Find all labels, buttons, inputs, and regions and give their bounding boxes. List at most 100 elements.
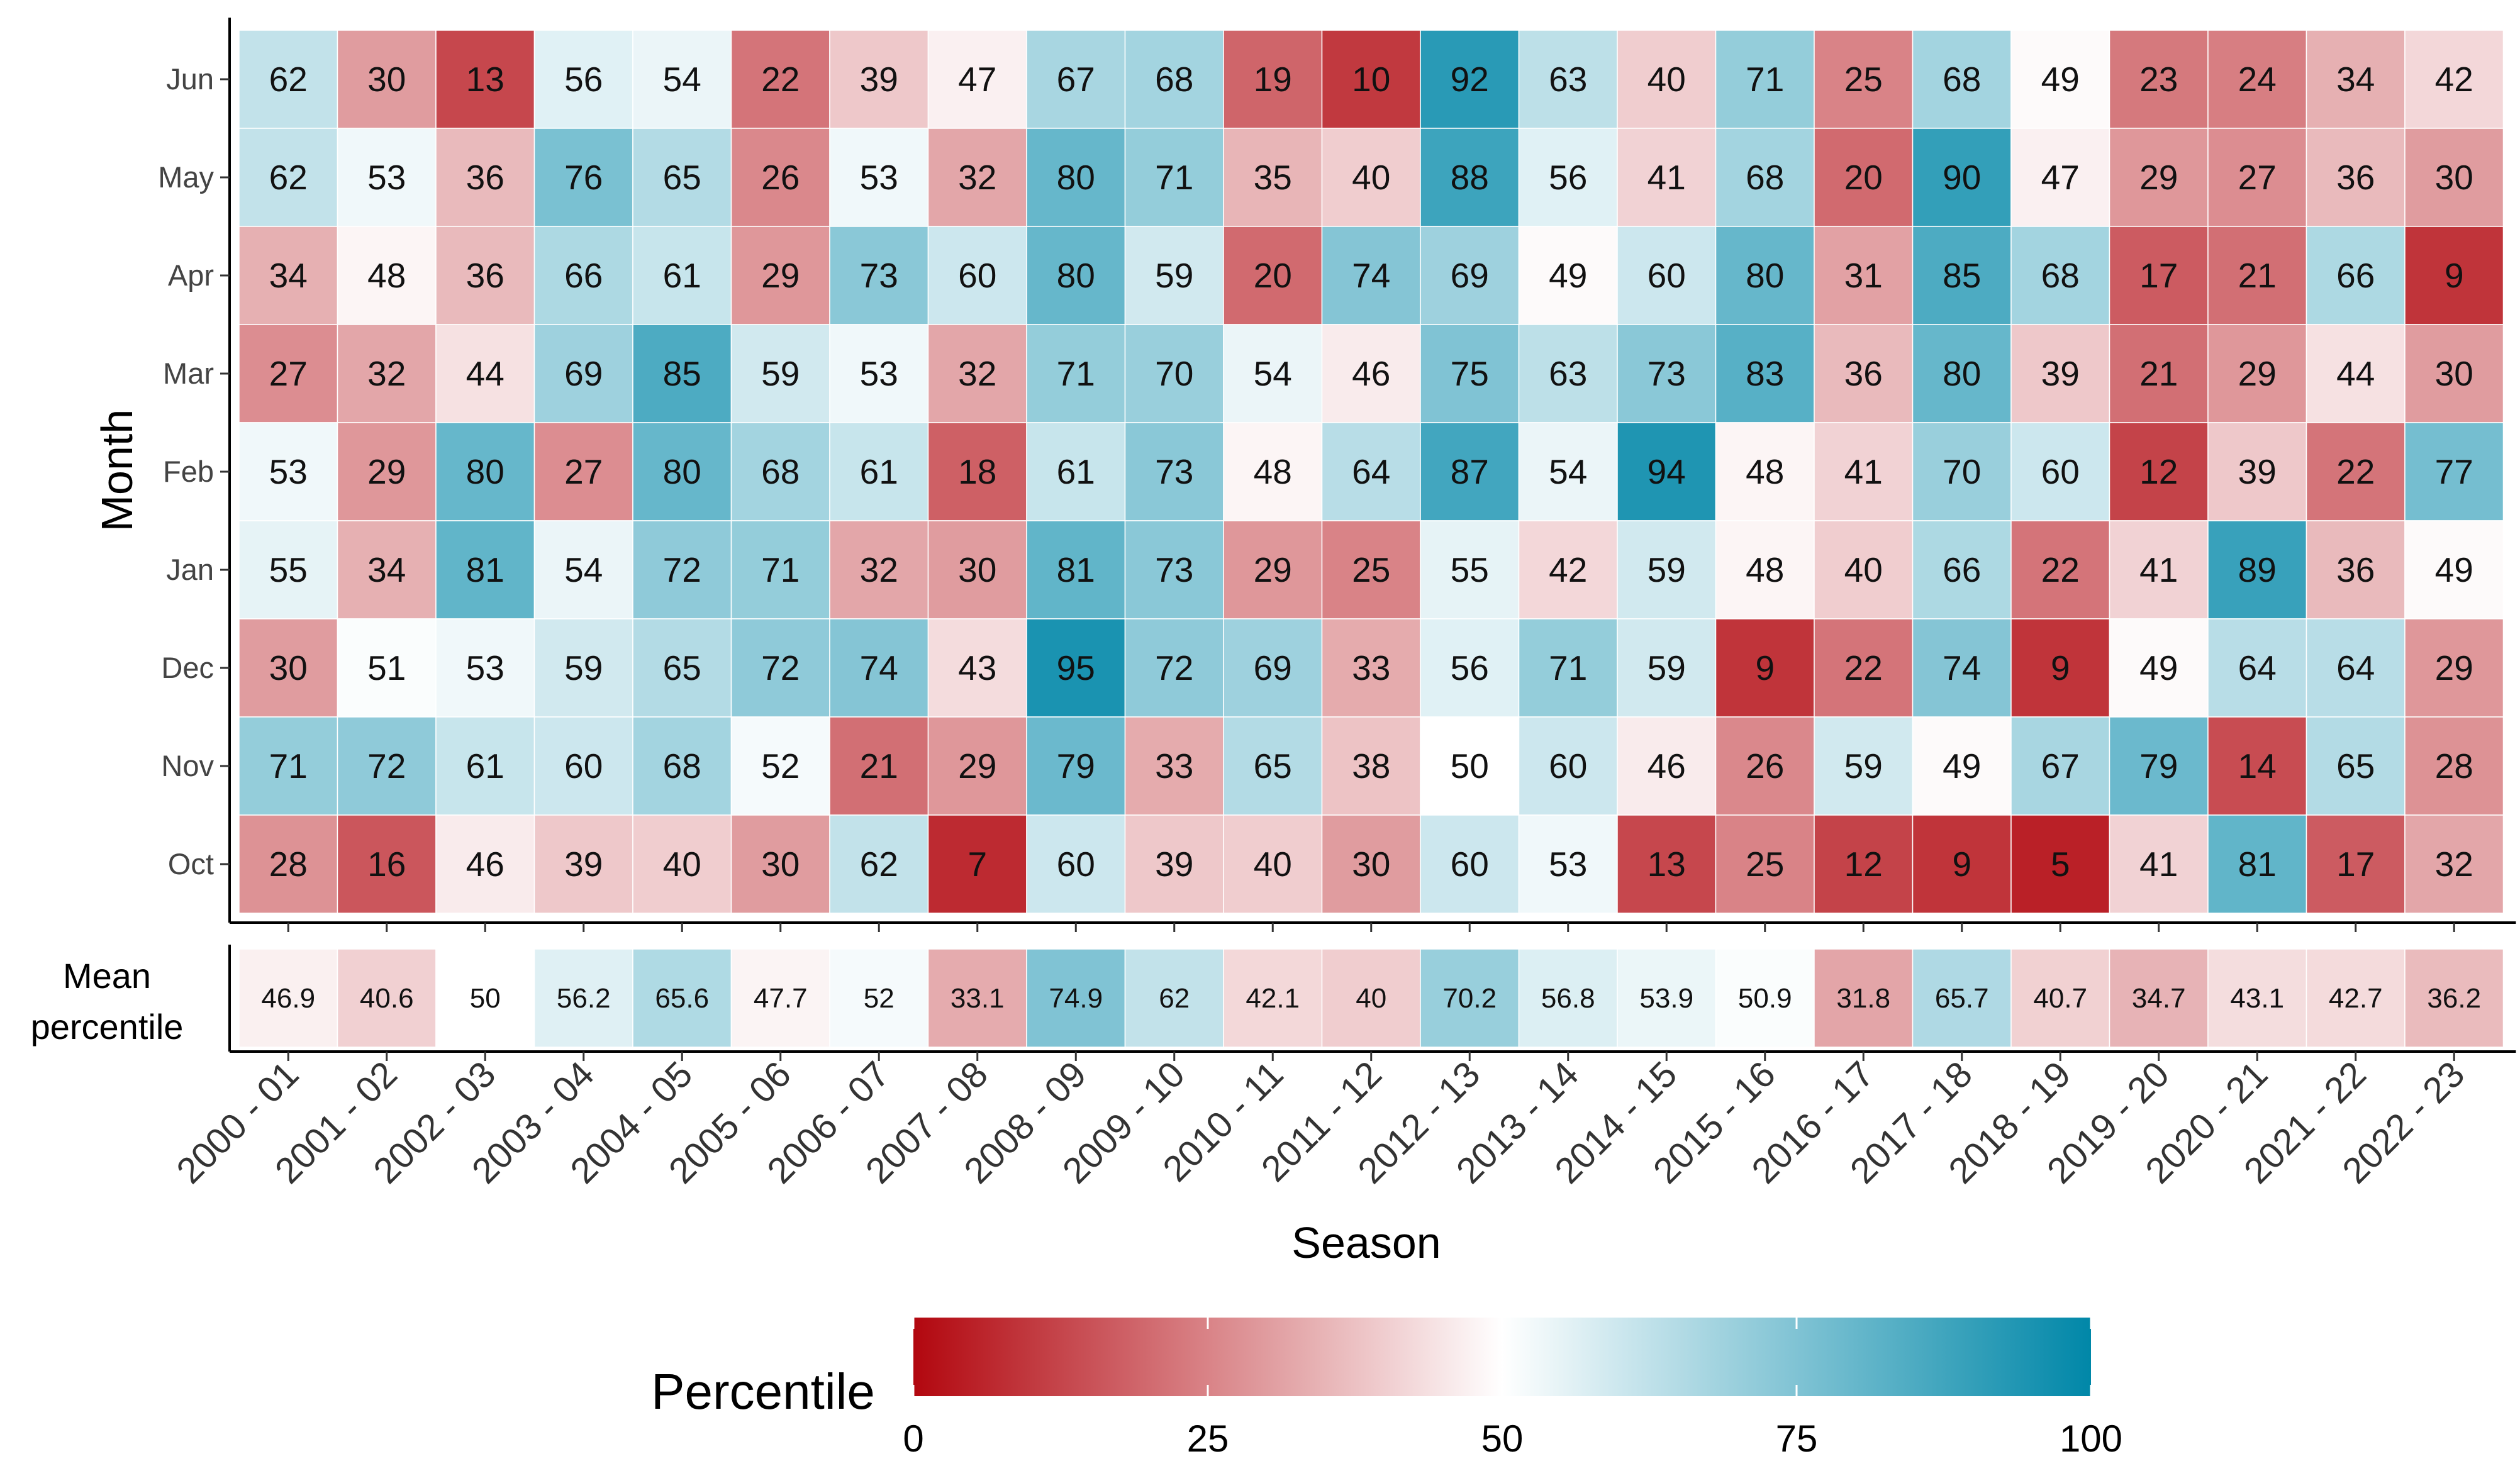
heatmap-cell [1912,226,2012,325]
heatmap-cell [927,520,1027,619]
cell-value-label: 66 [1943,550,1981,589]
mean-percentile-label: 33.1 [951,983,1005,1014]
heatmap-cell [1617,30,1717,129]
heatmap-cell [829,716,929,816]
mean-percentile-cell [238,948,338,1048]
cell-value-label: 48 [1746,452,1784,491]
mean-percentile-cells: 46.9 40.6 50 56.2 65.6 47.7 52 33.1 74.9 62 42.1 40… [238,948,2504,1048]
heatmap-cell [238,226,338,325]
cell-value-label: 30 [958,550,996,589]
heatmap-cell [632,30,732,129]
heatmap-cell [2404,716,2504,816]
cell-value-label: 69 [1254,648,1292,687]
cell-value-label: 54 [564,550,603,589]
heatmap-cell [1420,324,1520,423]
cell-value-label: 79 [1057,747,1095,786]
cell-value-label: 71 [1549,648,1587,687]
cell-value-label: 32 [958,158,996,197]
mean-percentile-cell [2207,948,2307,1048]
cell-value-label: 39 [1155,845,1193,884]
cell-value-label: 21 [860,747,898,786]
cell-value-label: 55 [269,550,308,589]
cell-value-label: 39 [564,845,603,884]
heatmap-cell [1912,30,2012,129]
mean-percentile-label: 46.9 [261,983,315,1014]
heatmap-cell [1223,814,1323,914]
heatmap-cell [533,814,633,914]
cell-value-label: 21 [2139,354,2178,393]
heatmap-cell [1912,324,2012,423]
cell-value-label: 64 [2336,648,2375,687]
heatmap-cell [533,128,633,227]
heatmap-cell [2109,324,2209,423]
cell-value-label: 12 [1844,845,1883,884]
heatmap-cell [1912,814,2012,914]
mean-percentile-cell [1420,948,1520,1048]
cell-value-label: 60 [1451,845,1489,884]
cell-value-label: 44 [466,354,505,393]
heatmap-cell [1026,618,1126,718]
cell-value-label: 65 [663,158,701,197]
heatmap-cell [1321,520,1421,619]
cell-value-label: 30 [367,60,406,99]
legend-tick-label: 100 [2060,1418,2122,1460]
heatmap-cell [1124,520,1224,619]
cell-value-label: 9 [1952,845,1971,884]
heatmap-cell [1518,716,1618,816]
cell-value-label: 54 [663,60,701,99]
cell-value-label: 59 [564,648,603,687]
cell-value-label: 44 [2336,354,2375,393]
cell-value-label: 87 [1451,452,1489,491]
heatmap-cell [2305,324,2406,423]
cell-value-label: 94 [1647,452,1686,491]
heatmap-cell [435,716,535,816]
cell-value-label: 26 [761,158,800,197]
mean-percentile-label: 50 [470,983,501,1014]
heatmap-cell [1814,128,1914,227]
y-tick-label: Jun [166,62,214,96]
cell-value-label: 74 [1352,256,1390,295]
heatmap-cell [927,226,1027,325]
heatmap-cell [1420,422,1520,521]
heatmap-cell [2305,814,2406,914]
heatmap-cell [632,422,732,521]
cell-value-label: 61 [466,747,505,786]
y-tick-label: Dec [161,651,214,684]
cell-value-label: 20 [1254,256,1292,295]
cell-value-label: 68 [663,747,701,786]
cell-value-label: 32 [2435,845,2473,884]
heatmap-cell [927,422,1027,521]
heatmap-cell [1420,618,1520,718]
cell-value-label: 80 [1746,256,1784,295]
y-tick-label: Mar [163,357,214,390]
heatmap-cell [1814,618,1914,718]
cell-value-label: 71 [1057,354,1095,393]
heatmap-cell [1321,324,1421,423]
cell-value-label: 53 [860,158,898,197]
cell-value-label: 40 [1352,158,1390,197]
cell-value-label: 73 [1155,452,1193,491]
heatmap-cell [927,814,1027,914]
cell-value-label: 76 [564,158,603,197]
heatmap-cell [2404,128,2504,227]
mean-percentile-cell [1223,948,1323,1048]
cell-value-label: 60 [1647,256,1686,295]
cell-value-label: 72 [663,550,701,589]
heatmap-cell [1420,226,1520,325]
cell-value-label: 61 [1057,452,1095,491]
cell-value-label: 85 [663,354,701,393]
cell-value-label: 39 [2238,452,2277,491]
cell-value-label: 32 [860,550,898,589]
heatmap-cell [2305,226,2406,325]
legend-colorbar [913,1318,2091,1396]
cell-value-label: 90 [1943,158,1981,197]
cell-value-label: 62 [860,845,898,884]
heatmap-cell [435,30,535,129]
cell-value-label: 16 [367,845,406,884]
cell-value-label: 30 [2435,158,2473,197]
heatmap-cell [2305,716,2406,816]
cell-value-label: 65 [1254,747,1292,786]
heatmap-cell [1223,618,1323,718]
mean-percentile-cell [730,948,830,1048]
mean-percentile-label: 40.6 [360,983,414,1014]
